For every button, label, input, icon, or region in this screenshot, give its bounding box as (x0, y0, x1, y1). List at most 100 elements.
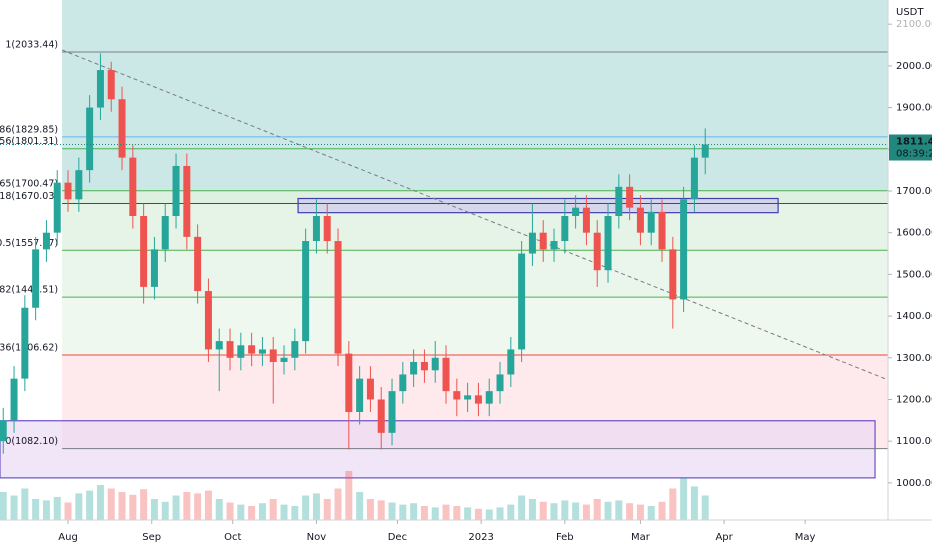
trend-line (61, 49, 889, 381)
candle-body (680, 199, 688, 300)
y-tick-label: 1100.00 (896, 436, 932, 447)
volume-bar (561, 500, 569, 520)
candle-body (118, 99, 126, 158)
volume-bar (474, 508, 482, 520)
candle-body (474, 395, 482, 404)
candle-body (42, 232, 50, 250)
volume-bar (604, 501, 612, 520)
volume-bar (528, 499, 536, 520)
volume-bar (388, 502, 396, 520)
candle-body (701, 144, 709, 158)
candle-body (21, 307, 29, 379)
fib-label: 0.786(1829.85) (0, 124, 58, 135)
fib-label: 0.5(1557.77) (0, 238, 58, 249)
volume-bar (626, 503, 634, 520)
y-tick-label: 1200.00 (896, 394, 932, 405)
volume-bar (636, 504, 644, 520)
candle-body (658, 211, 666, 250)
candle-body (636, 207, 644, 233)
fib-zone (62, 136, 888, 149)
volume-bar (647, 506, 655, 520)
volume-bar (399, 504, 407, 520)
volume-bar (21, 488, 29, 520)
candle-body (10, 378, 18, 421)
candle-body (248, 345, 256, 354)
candle-body (572, 207, 580, 217)
plot-area: 1(2033.44) 0.786(1829.85)0.756(1801.31) 0.… (0, 0, 889, 520)
fib-label: 0.65(1700.47) (0, 178, 58, 189)
volume-bar (161, 501, 169, 520)
volume-bar (464, 507, 472, 520)
volume-bar (75, 493, 83, 520)
candle-body (269, 349, 277, 362)
volume-bar (550, 503, 558, 520)
candle-body (453, 391, 461, 400)
volume-bar (172, 495, 180, 520)
volume-bar (204, 490, 212, 520)
y-tick-label: 1300.00 (896, 353, 932, 364)
candle-body (550, 241, 558, 250)
candle-body (507, 349, 515, 375)
volume-bar (280, 504, 288, 520)
volume-bar (496, 507, 504, 520)
fib-zone (62, 250, 888, 298)
fib-label: 1(2033.44) (5, 39, 58, 50)
candle-body (150, 249, 158, 287)
fib-label: 0.382(1445.51) (0, 285, 58, 296)
x-tick-label: Oct (224, 532, 241, 543)
volume-bar (96, 485, 104, 520)
volume-bar (334, 488, 342, 520)
volume-bar (377, 500, 385, 520)
volume-bar (539, 501, 547, 520)
volume-bar (658, 501, 666, 520)
candle-body (75, 170, 83, 200)
candle-body (604, 216, 612, 271)
volume-bar (258, 503, 266, 520)
candle-body (669, 249, 677, 300)
candle-body (518, 253, 526, 350)
price-tag (889, 134, 932, 161)
candle-body (356, 378, 364, 412)
x-tick-label: Aug (58, 532, 78, 543)
candle-body (312, 216, 320, 242)
fib-label: 0.756(1801.31) (0, 136, 58, 147)
volume-bar (42, 500, 50, 520)
zone-box (297, 197, 779, 214)
candle-body (86, 107, 94, 171)
y-tick-label: 1500.00 (896, 269, 932, 280)
volume-bar (345, 471, 353, 520)
y-tick-label: 1400.00 (896, 311, 932, 322)
volume-bar (420, 506, 428, 520)
volume-bar (269, 499, 277, 520)
candle-body (582, 207, 590, 233)
x-tick-label: Sep (142, 532, 161, 543)
candle-body (366, 378, 374, 400)
candle-body (183, 165, 191, 237)
volume-bar (107, 488, 115, 520)
volume-bar (183, 492, 191, 520)
candle-body (107, 70, 115, 100)
volume-bar (485, 509, 493, 520)
volume-bar (453, 506, 461, 520)
candle-body (593, 232, 601, 271)
candle-body (410, 361, 418, 375)
fib-label: 0(1082.10) (5, 436, 58, 447)
candle-body (539, 232, 547, 250)
volume-bar (442, 504, 450, 520)
volume-bar (118, 492, 126, 520)
candle-body (485, 391, 493, 404)
candle-body (323, 216, 331, 242)
candle-body (129, 157, 137, 217)
candle-body (226, 341, 234, 358)
volume-bar (248, 506, 256, 520)
volume-bar (690, 486, 698, 520)
volume-bar (701, 495, 709, 520)
fib-zone (62, 0, 888, 52)
candle-body (528, 232, 536, 254)
volume-bar (680, 478, 688, 520)
candle-body (302, 241, 310, 342)
candle-body (0, 420, 7, 442)
candle-body (194, 236, 202, 292)
candle-body (32, 249, 40, 308)
fib-label: 0.618(1670.03) (0, 191, 58, 202)
